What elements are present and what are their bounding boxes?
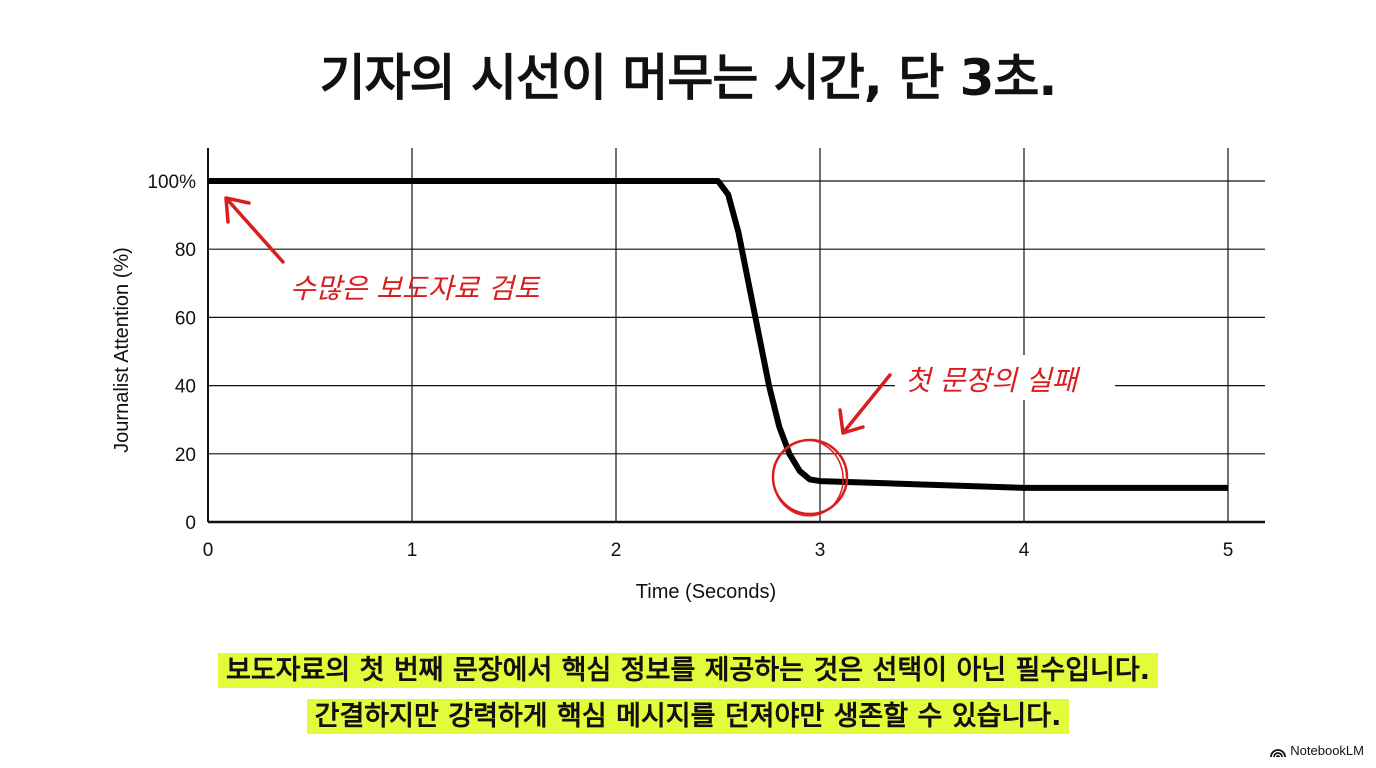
y-tick-label: 40 (175, 377, 196, 398)
x-tick-label: 2 (611, 540, 622, 561)
x-tick-label: 5 (1223, 540, 1234, 561)
attention-line (208, 178, 1228, 491)
tick-labels: 0 1 2 3 4 5 0 20 40 60 80 100% (147, 172, 1233, 561)
arrow-icon (838, 373, 892, 435)
caption-line-1: 보도자료의 첫 번째 문장에서 핵심 정보를 제공하는 것은 선택이 아닌 필수… (218, 653, 1158, 688)
y-tick-label: 80 (175, 240, 196, 261)
annotation-review-text: 수많은 보도자료 검토 (290, 272, 541, 305)
annotation-review: 수많은 보도자료 검토 (224, 196, 541, 305)
y-tick-label: 60 (175, 308, 196, 329)
branding-label: NotebookLM (1290, 743, 1364, 758)
y-tick-label: 20 (175, 445, 196, 466)
caption: 보도자료의 첫 번째 문장에서 핵심 정보를 제공하는 것은 선택이 아닌 필수… (0, 648, 1376, 740)
page-title: 기자의 시선이 머무는 시간, 단 3초. (319, 49, 1058, 107)
caption-line-2: 간결하지만 강력하게 핵심 메시지를 던져야만 생존할 수 있습니다. (306, 699, 1070, 734)
y-axis-label: Journalist Attention (%) (111, 247, 133, 453)
x-tick-label: 3 (815, 540, 826, 561)
x-tick-label: 4 (1019, 540, 1030, 561)
x-axis-label: Time (Seconds) (636, 581, 776, 603)
x-tick-label: 0 (203, 540, 214, 561)
arrow-icon (224, 196, 285, 264)
annotation-failure-text: 첫 문장의 실패 (905, 364, 1081, 397)
y-tick-label: 0 (185, 513, 196, 534)
x-tick-label: 1 (407, 540, 418, 561)
y-tick-label: 100% (147, 172, 196, 193)
notebooklm-branding: NotebookLM (1270, 743, 1364, 758)
annotation-failure: 첫 문장의 실패 (771, 355, 1115, 517)
notebooklm-logo-icon (1270, 748, 1287, 757)
grid (207, 148, 1265, 524)
